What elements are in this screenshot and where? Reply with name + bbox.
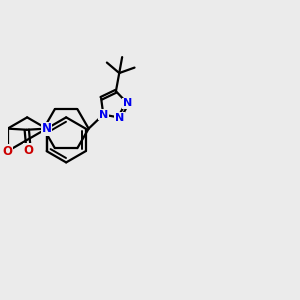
Text: O: O bbox=[24, 143, 34, 157]
Text: O: O bbox=[3, 145, 13, 158]
Text: N: N bbox=[115, 112, 124, 123]
Text: N: N bbox=[123, 98, 132, 108]
Text: N: N bbox=[99, 110, 108, 120]
Text: N: N bbox=[42, 122, 52, 135]
